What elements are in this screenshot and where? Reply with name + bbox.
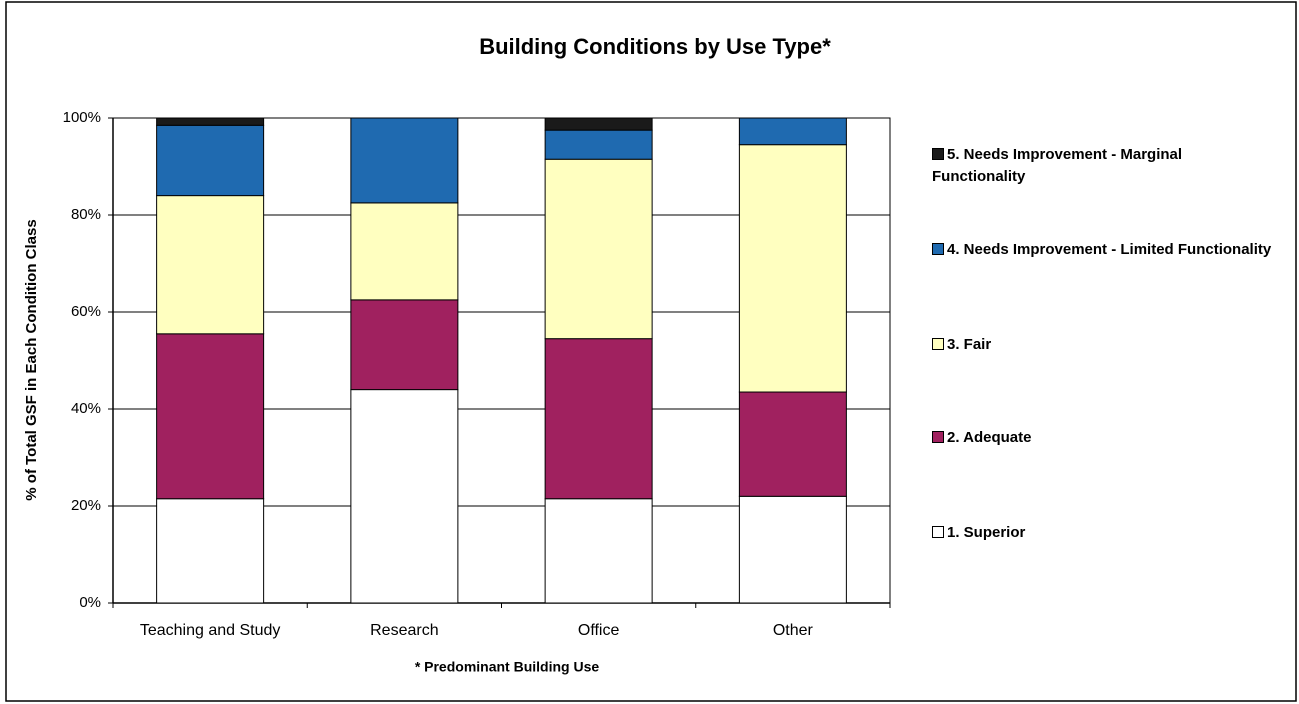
legend-swatch xyxy=(932,338,944,350)
bar-segment xyxy=(544,498,653,604)
legend-swatch xyxy=(932,243,944,255)
x-tick-label: Research xyxy=(370,622,438,639)
frame xyxy=(5,1,1297,702)
bar-segment xyxy=(156,124,265,197)
x-tick-label: Other xyxy=(773,622,814,639)
legend-label: 3. Fair xyxy=(947,336,992,353)
bar-segment xyxy=(738,144,847,393)
bar-segment xyxy=(738,495,847,604)
bar-segment xyxy=(544,129,653,160)
bar-segment xyxy=(544,117,653,131)
bar-segment xyxy=(156,333,265,500)
legend-swatch xyxy=(932,148,944,160)
legend-label: 5. Needs Improvement - Marginal Function… xyxy=(932,146,1183,185)
legend-item: 3. Fair xyxy=(932,334,1272,356)
bar-segment xyxy=(350,389,459,604)
y-tick-label: 60% xyxy=(71,303,101,320)
y-axis-label: % of Total GSF in Each Condition Class xyxy=(23,219,40,500)
x-tick-label: Teaching and Study xyxy=(140,622,281,639)
bar-segment xyxy=(350,299,459,391)
legend-swatch xyxy=(932,526,944,538)
legend-item: 4. Needs Improvement - Limited Functiona… xyxy=(932,239,1272,261)
legend-item: 1. Superior xyxy=(932,522,1272,544)
x-tick-label: Office xyxy=(578,622,620,639)
y-tick-label: 100% xyxy=(63,109,101,126)
bar-segment xyxy=(156,498,265,604)
bar-segment xyxy=(544,158,653,340)
y-tick-label: 80% xyxy=(71,206,101,223)
y-tick-label: 20% xyxy=(71,497,101,514)
x-axis-label: * Predominant Building Use xyxy=(415,659,600,675)
bar-segment xyxy=(156,117,265,126)
y-tick-label: 40% xyxy=(71,400,101,417)
chart-title: Building Conditions by Use Type* xyxy=(479,34,831,59)
legend-swatch xyxy=(932,431,944,443)
bar-segment xyxy=(738,117,847,146)
legend-label: 2. Adequate xyxy=(947,429,1032,446)
legend-label: 1. Superior xyxy=(947,524,1026,541)
legend-label: 4. Needs Improvement - Limited Functiona… xyxy=(947,241,1272,258)
y-tick-label: 0% xyxy=(79,594,101,611)
bar-segment xyxy=(350,202,459,301)
bar-segment xyxy=(738,391,847,497)
bar-segment xyxy=(156,195,265,335)
bar-segment xyxy=(350,117,459,204)
legend-item: 5. Needs Improvement - Marginal Function… xyxy=(932,144,1272,188)
bar-segment xyxy=(544,338,653,500)
legend-item: 2. Adequate xyxy=(932,427,1272,449)
